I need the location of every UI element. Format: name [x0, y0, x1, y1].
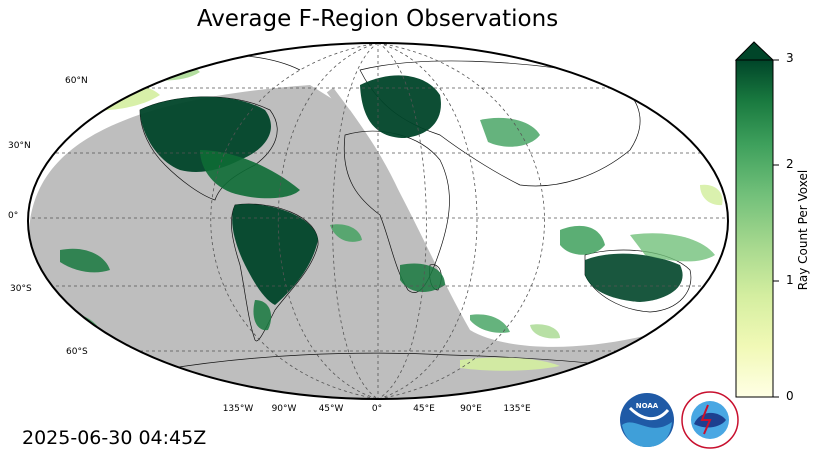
- lon-label-90w: 90°W: [271, 404, 297, 414]
- colorbar-tick-2: 2: [786, 157, 794, 171]
- globe-outline: [27, 42, 729, 400]
- svg-text:NOAA: NOAA: [636, 402, 659, 410]
- lat-label-equator: 0°: [8, 211, 19, 221]
- lat-label-30s: 30°S: [10, 284, 32, 294]
- colorbar-tick-1: 1: [786, 273, 794, 287]
- national-weather-service-logo: [681, 391, 739, 449]
- lat-label-60n: 60°N: [65, 76, 88, 86]
- lon-label-135w: 135°W: [222, 404, 254, 414]
- map-title: Average F-Region Observations: [196, 6, 559, 32]
- timestamp: 2025-06-30 04:45Z: [22, 427, 207, 449]
- lat-label-30n: 30°N: [8, 141, 31, 151]
- lon-label-45e: 45°E: [413, 404, 435, 414]
- lon-label-0: 0°: [371, 404, 383, 414]
- lat-label-60s: 60°S: [66, 347, 88, 357]
- colorbar-tick-3: 3: [786, 51, 794, 65]
- colorbar: [734, 41, 779, 398]
- lon-label-90e: 90°E: [460, 404, 482, 414]
- globe: [28, 43, 728, 399]
- noaa-logo: NOAA: [620, 393, 674, 447]
- lon-label-135e: 135°E: [503, 404, 531, 414]
- colorbar-extend-arrow: [734, 41, 775, 61]
- colorbar-label: Ray Count Per Voxel: [796, 169, 810, 291]
- lon-label-45w: 45°W: [318, 404, 344, 414]
- colorbar-tick-0: 0: [786, 389, 794, 403]
